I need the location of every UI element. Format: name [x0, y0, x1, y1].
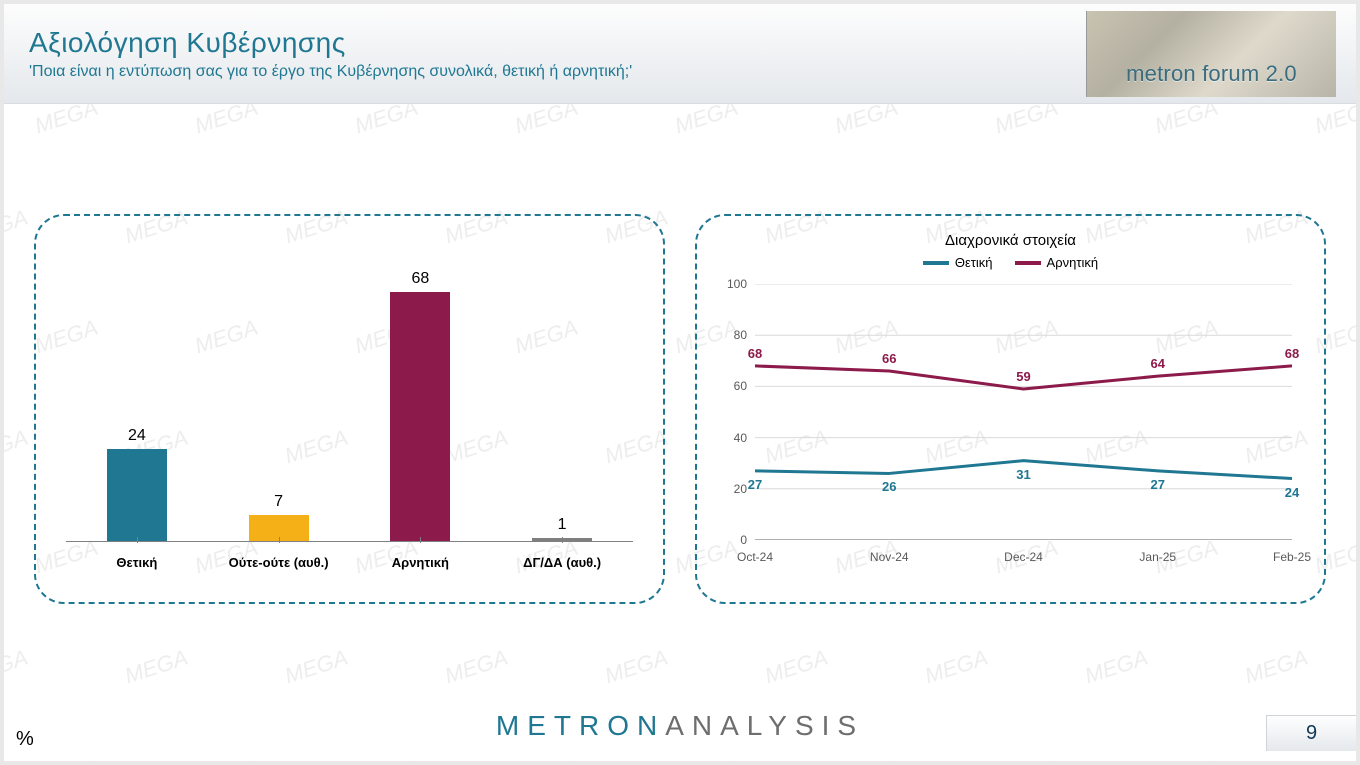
bar-value-label: 68	[411, 270, 429, 288]
line-data-label: 27	[1151, 477, 1165, 492]
bar-rect	[107, 449, 167, 542]
brand-logo-text: metron forum 2.0	[1126, 61, 1297, 87]
line-chart-svg	[755, 284, 1292, 540]
legend-item: Θετική	[923, 255, 993, 270]
page-title: Αξιολόγηση Κυβέρνησης	[29, 27, 1086, 59]
line-data-label: 68	[748, 346, 762, 361]
line-data-label: 59	[1016, 369, 1030, 384]
line-x-tick: Oct-24	[737, 550, 773, 564]
line-chart: 27263127246866596468 020406080100Oct-24N…	[717, 284, 1304, 564]
line-data-label: 26	[882, 479, 896, 494]
bar-chart: 24 Θετική 7 Ούτε-ούτε (αυθ.) 68 Αρνητική 1 ΔΓ/Δ…	[56, 270, 643, 570]
footer-logo-part2: ANALYSIS	[665, 710, 864, 741]
line-data-label: 27	[748, 477, 762, 492]
bar-column: 68 Αρνητική	[350, 270, 492, 570]
line-chart-title: Διαχρονικά στοιχεία	[717, 232, 1304, 249]
percent-symbol: %	[16, 728, 34, 751]
line-x-tick: Jan-25	[1139, 550, 1176, 564]
line-y-tick: 100	[717, 277, 747, 291]
bar-column: 7 Ούτε-ούτε (αυθ.)	[208, 270, 350, 570]
bar-rect	[390, 292, 450, 542]
line-y-tick: 0	[717, 533, 747, 547]
line-y-tick: 20	[717, 482, 747, 496]
line-chart-legend: Θετική Αρνητική	[717, 255, 1304, 270]
legend-swatch	[1015, 261, 1041, 265]
bar-chart-axis	[66, 541, 633, 542]
bar-category-label: ΔΓ/ΔΑ (αυθ.)	[523, 555, 601, 570]
line-data-label: 64	[1151, 356, 1165, 371]
legend-swatch	[923, 261, 949, 265]
footer-logo-part1: METRON	[496, 710, 665, 741]
line-data-label: 31	[1016, 467, 1030, 482]
bar-category-label: Θετική	[116, 555, 157, 570]
line-x-tick: Feb-25	[1273, 550, 1311, 564]
bar-value-label: 7	[274, 493, 283, 511]
slide-footer: METRONANALYSIS % 9	[4, 701, 1356, 751]
page-number: 9	[1266, 715, 1356, 751]
legend-label: Αρνητική	[1047, 255, 1099, 270]
bar-chart-panel: 24 Θετική 7 Ούτε-ούτε (αυθ.) 68 Αρνητική 1 ΔΓ/Δ…	[34, 214, 665, 604]
line-x-tick: Nov-24	[870, 550, 909, 564]
line-y-tick: 80	[717, 328, 747, 342]
bar-category-label: Αρνητική	[392, 555, 449, 570]
bar-column: 1 ΔΓ/ΔΑ (αυθ.)	[491, 270, 633, 570]
bar-column: 24 Θετική	[66, 270, 208, 570]
slide-header: Αξιολόγηση Κυβέρνησης 'Ποια είναι η εντύ…	[4, 4, 1356, 104]
brand-logo: metron forum 2.0	[1086, 11, 1336, 97]
line-y-tick: 40	[717, 431, 747, 445]
line-data-label: 68	[1285, 346, 1299, 361]
line-x-tick: Dec-24	[1004, 550, 1043, 564]
bar-value-label: 1	[558, 516, 567, 534]
legend-label: Θετική	[955, 255, 993, 270]
content-area: 24 Θετική 7 Ούτε-ούτε (αυθ.) 68 Αρνητική 1 ΔΓ/Δ…	[4, 104, 1356, 604]
footer-logo: METRONANALYSIS	[496, 710, 864, 742]
line-data-label: 24	[1285, 485, 1299, 500]
line-chart-plot-area: 27263127246866596468	[755, 284, 1292, 540]
header-text-block: Αξιολόγηση Κυβέρνησης 'Ποια είναι η εντύ…	[29, 27, 1086, 81]
bar-category-label: Ούτε-ούτε (αυθ.)	[229, 555, 329, 570]
line-data-label: 66	[882, 351, 896, 366]
legend-item: Αρνητική	[1015, 255, 1099, 270]
line-y-tick: 60	[717, 379, 747, 393]
line-chart-panel: Διαχρονικά στοιχεία Θετική Αρνητική 27 26 3…	[695, 214, 1326, 604]
page-subtitle: 'Ποια είναι η εντύπωση σας για το έργο τ…	[29, 63, 1086, 81]
bar-value-label: 24	[128, 427, 146, 445]
